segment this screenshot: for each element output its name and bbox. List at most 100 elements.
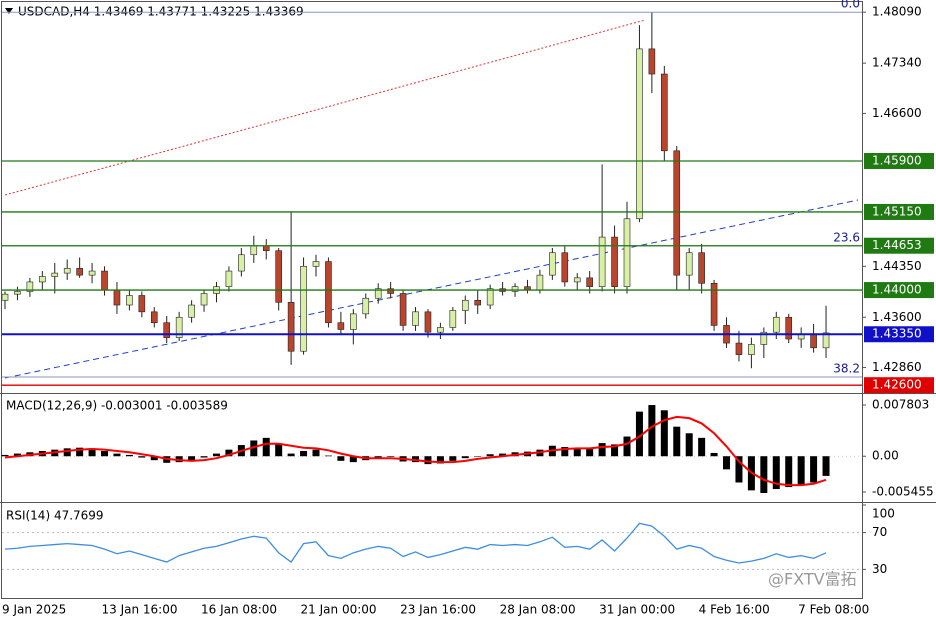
candle-body	[325, 261, 332, 323]
y-tick-label: 30	[872, 562, 887, 576]
macd-bar	[499, 453, 507, 457]
x-tick-label: 13 Jan 16:00	[102, 603, 178, 617]
macd-bar	[200, 456, 208, 458]
macd-bar	[698, 437, 706, 457]
level-label: 1.42600	[872, 378, 922, 392]
macd-bar	[685, 433, 693, 457]
candle-body	[138, 295, 146, 313]
rsi-line	[4, 522, 827, 564]
candle-body	[474, 299, 482, 306]
level-label: 1.44653	[872, 238, 922, 252]
candle-body	[573, 277, 581, 283]
macd-bar	[586, 448, 594, 457]
candle-body	[486, 288, 494, 306]
candle-body	[661, 73, 668, 152]
y-tick-label: 1.42860	[872, 360, 922, 374]
y-tick-label: 1.48090	[872, 5, 922, 19]
y-tick-label: 1.46600	[872, 106, 922, 120]
candle-body	[238, 254, 245, 272]
candle-body	[673, 150, 681, 276]
macd-bar	[424, 456, 432, 465]
macd-bar	[188, 456, 196, 461]
macd-bar	[561, 447, 569, 457]
macd-bar	[573, 447, 581, 457]
candle-body	[412, 311, 419, 326]
macd-bar	[723, 456, 731, 470]
y-tick-label: 1.44350	[872, 259, 922, 273]
macd-bar	[374, 456, 382, 458]
macd-bar	[486, 454, 494, 457]
candle-body	[648, 48, 656, 75]
frame	[1, 1, 863, 599]
candle-body	[26, 281, 34, 292]
macd-bar	[63, 448, 71, 457]
y-tick-label: -0.005455	[872, 485, 934, 499]
macd-bar	[150, 456, 158, 461]
candle-body	[760, 331, 768, 345]
macd-bar	[287, 453, 295, 457]
candle-body	[188, 304, 195, 318]
macd-bar	[660, 410, 668, 457]
candle-body	[51, 272, 59, 277]
candle-body	[300, 266, 307, 352]
macd-bar	[648, 405, 656, 457]
candle-body	[549, 252, 556, 276]
x-tick-label: 4 Feb 16:00	[699, 603, 770, 617]
candle-body	[200, 293, 208, 306]
macd-bar	[212, 453, 220, 457]
candle-body	[250, 245, 258, 256]
candle-body	[39, 276, 46, 283]
candle-body	[611, 236, 618, 287]
level-label-box	[864, 326, 934, 343]
candle-body	[150, 311, 158, 323]
candle-body	[1, 293, 9, 301]
macd-bar	[349, 456, 357, 463]
macd-bar	[225, 449, 233, 457]
macd-bar	[635, 411, 643, 457]
candle-body	[685, 252, 693, 276]
candle-body	[88, 270, 96, 276]
macd-bar	[312, 449, 320, 457]
candle-body	[636, 48, 643, 220]
level-label-box	[864, 152, 934, 169]
candle-body	[350, 313, 357, 330]
macd-bar	[797, 456, 805, 485]
candle-body	[536, 274, 544, 291]
fib-label: 38.2	[833, 362, 860, 376]
candle-body	[399, 293, 407, 326]
candle-body	[748, 344, 755, 355]
candle-body	[586, 277, 593, 287]
macd-bar	[300, 450, 308, 457]
candle-body	[698, 252, 705, 284]
y-tick-label: 1.43600	[872, 310, 922, 324]
candle-body	[598, 236, 606, 287]
candle-body	[225, 270, 233, 287]
y-tick-label: 70	[872, 525, 887, 539]
macd-bar	[387, 456, 395, 457]
macd-bar	[735, 456, 743, 483]
x-tick-label: 16 Jan 08:00	[201, 603, 277, 617]
candle-body	[785, 316, 793, 340]
level-label-box	[864, 237, 934, 254]
candle-body	[810, 333, 817, 349]
x-tick-label: 21 Jan 00:00	[301, 603, 377, 617]
level-label: 1.45900	[872, 153, 922, 167]
macd-bar	[673, 426, 681, 457]
x-tick-label: 9 Jan 2025	[2, 603, 66, 617]
macd-bar	[250, 440, 258, 457]
trend-line	[4, 19, 646, 196]
watermark: @FXTV富拓	[768, 570, 857, 589]
macd-bar	[262, 437, 270, 457]
candle-body	[101, 270, 108, 291]
candle-body	[511, 286, 519, 292]
candle-body	[262, 245, 270, 251]
macd-bar	[611, 444, 619, 457]
rsi-title: RSI(14) 47.7699	[6, 509, 104, 523]
candle-body	[113, 289, 121, 306]
x-tick-label: 23 Jan 16:00	[400, 603, 476, 617]
candle-body	[14, 291, 21, 295]
x-tick-label: 28 Jan 08:00	[500, 603, 576, 617]
candle-body	[76, 268, 83, 276]
y-tick-label: 100	[872, 507, 895, 521]
